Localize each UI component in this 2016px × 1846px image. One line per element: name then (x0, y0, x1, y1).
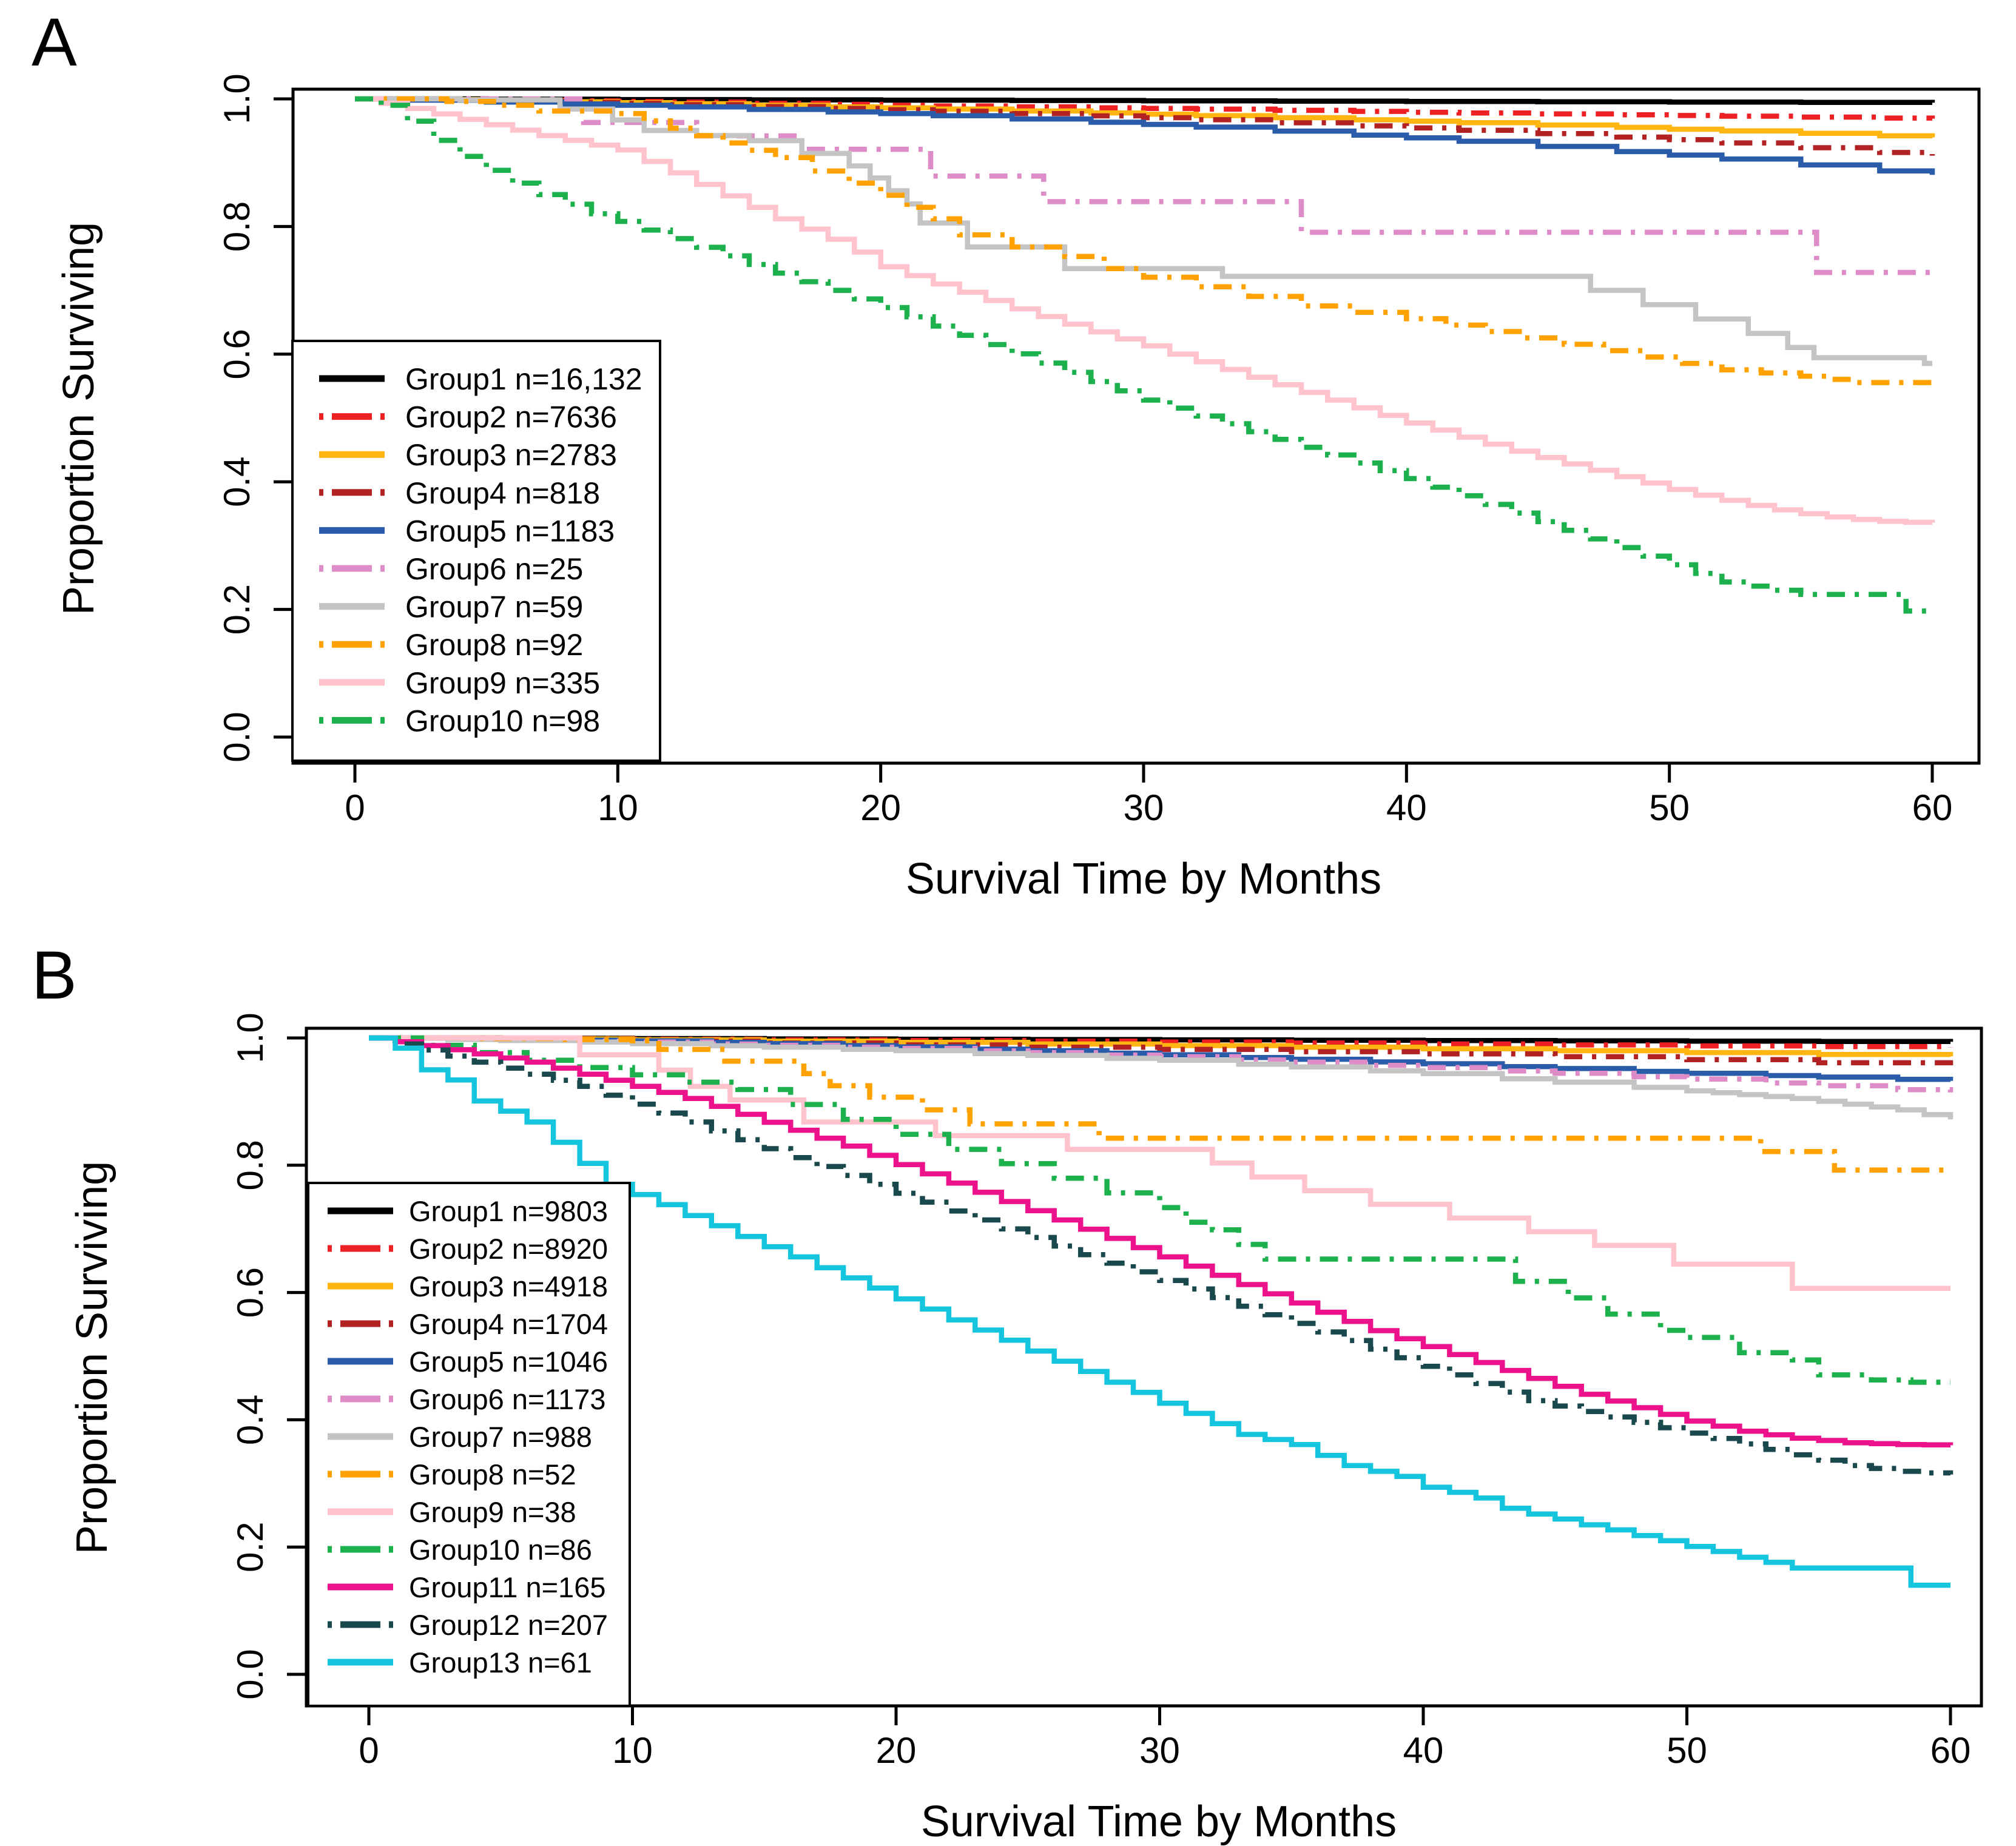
x-tick-label-b: 10 (612, 1730, 653, 1771)
curve-b-group9 (369, 1035, 1950, 1292)
legend-label-b-group5: Group5 n=1046 (409, 1346, 608, 1378)
legend-box-a (291, 340, 661, 762)
curve-a-group10 (355, 96, 1935, 615)
y-tick-label-a: 0.4 (217, 456, 257, 507)
panel-a-x-axis-title: Survival Time by Months (905, 855, 1382, 903)
x-tick-label-a: 20 (860, 787, 901, 828)
legend-label-b-group13: Group13 n=61 (409, 1646, 592, 1679)
legend-label-b-group11: Group11 n=165 (409, 1571, 605, 1603)
x-tick-label-b: 40 (1403, 1730, 1444, 1771)
y-tick-label-b: 1.0 (230, 1012, 271, 1063)
x-tick-label-a: 10 (598, 787, 638, 828)
curve-b-group8 (369, 1035, 1950, 1173)
legend-label-b-group1: Group1 n=9803 (409, 1195, 608, 1227)
curve-a-group8 (355, 96, 1932, 385)
x-tick-label-b: 60 (1930, 1730, 1971, 1771)
curve-b-group12 (369, 1035, 1954, 1476)
y-tick-label-a: 0.6 (217, 329, 257, 379)
legend-label-b-group12: Group12 n=207 (409, 1609, 608, 1641)
y-tick-label-b: 0.6 (230, 1267, 271, 1318)
panel-a-y-axis-title: Proportion Surviving (55, 221, 103, 616)
panel-a: 0 10 20 30 40 50 60 1.0 0.8 0.6 0.4 0.2 0.0 Group1 n=… (217, 73, 1981, 828)
y-tick-label-b: 0.2 (230, 1521, 271, 1572)
x-tick-label-a: 40 (1386, 787, 1427, 828)
x-tick-label-b: 50 (1667, 1730, 1707, 1771)
curve-b-group7 (369, 1035, 1954, 1120)
panel-b-letter: B (32, 937, 77, 1013)
legend-label-b-group10: Group10 n=86 (409, 1534, 592, 1566)
panel-b-y-axis-title: Proportion Surviving (68, 1160, 116, 1555)
legend-label-a-group4: Group4 n=818 (405, 476, 600, 510)
legend-label-b-group6: Group6 n=1173 (409, 1383, 605, 1415)
y-tick-label-a: 1.0 (217, 73, 257, 124)
panel-b: 0 10 20 30 40 50 60 1.0 0.8 0.6 0.4 0.2 0.0 Group1 n=… (230, 1012, 1983, 1771)
legend-label-a-group6: Group6 n=25 (405, 552, 583, 586)
x-tick-label-a: 0 (345, 787, 365, 828)
legend-a: Group1 n=16,132 Group2 n=7636 Group3 n=278… (291, 340, 661, 762)
curve-a-group5 (355, 96, 1935, 175)
panel-b-x-axis-title: Survival Time by Months (920, 1797, 1397, 1846)
legend-label-a-group1: Group1 n=16,132 (405, 362, 642, 396)
curve-b-group11 (369, 1035, 1954, 1448)
curve-b-group10 (369, 1035, 1950, 1385)
legend-label-a-group9: Group9 n=335 (405, 666, 600, 700)
curve-a-group7 (355, 96, 1932, 366)
legend-b: Group1 n=9803 Group2 n=8920 Group3 n=4918 G… (307, 1182, 631, 1707)
y-tick-label-b: 0.4 (230, 1395, 271, 1445)
y-tick-label-a: 0.8 (217, 201, 257, 252)
x-tick-label-b: 30 (1139, 1730, 1180, 1771)
legend-label-a-group2: Group2 n=7636 (405, 400, 617, 434)
x-tick-label-b: 20 (876, 1730, 917, 1771)
y-tick-label-b: 0.8 (230, 1140, 271, 1190)
legend-label-a-group7: Group7 n=59 (405, 590, 583, 624)
plot-box-b (305, 1026, 1983, 1708)
legend-label-a-group8: Group8 n=92 (405, 628, 583, 662)
y-tick-label-b: 0.0 (230, 1649, 271, 1699)
legend-label-a-group5: Group5 n=1183 (405, 514, 615, 548)
x-tick-label-a: 60 (1912, 787, 1953, 828)
legend-label-b-group7: Group7 n=988 (409, 1421, 592, 1453)
legend-label-b-group2: Group2 n=8920 (409, 1233, 608, 1265)
panel-a-letter: A (32, 4, 77, 80)
legend-label-b-group3: Group3 n=4918 (409, 1270, 608, 1302)
curve-a-group9 (355, 96, 1935, 525)
legend-label-a-group10: Group10 n=98 (405, 704, 600, 738)
y-tick-label-a: 0.0 (217, 712, 257, 762)
x-tick-label-a: 30 (1124, 787, 1164, 828)
legend-label-b-group4: Group4 n=1704 (409, 1308, 608, 1340)
y-tick-label-a: 0.2 (217, 584, 257, 635)
x-tick-label-a: 50 (1649, 787, 1690, 828)
legend-label-a-group3: Group3 n=2783 (405, 438, 617, 472)
legend-label-b-group8: Group8 n=52 (409, 1458, 576, 1491)
legend-label-b-group9: Group9 n=38 (409, 1496, 576, 1528)
legend-box-b (307, 1182, 631, 1707)
x-tick-label-b: 0 (359, 1730, 379, 1771)
